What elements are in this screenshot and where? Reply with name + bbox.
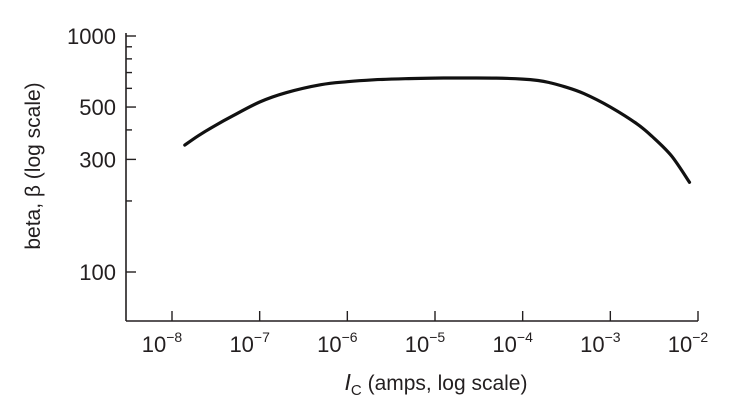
x-axis-ticks: 10−8 10−7 10−6 10−5 10−4 10−3 10−2 xyxy=(142,311,709,357)
x-tick-label-base-1: 10 xyxy=(229,332,253,357)
x-tick-label-1: 10−7 xyxy=(229,329,270,357)
x-tick-label-base-4: 10 xyxy=(492,332,516,357)
y-tick-label-1: 500 xyxy=(79,95,116,120)
x-tick-label-base-0: 10 xyxy=(142,332,166,357)
x-tick-label-exponent-3: −5 xyxy=(429,329,445,345)
y-axis-ticks: 1000 500 300 100 xyxy=(67,24,136,285)
y-tick-label-3: 100 xyxy=(79,260,116,285)
x-tick-label-0: 10−8 xyxy=(142,329,183,357)
x-tick-label-4: 10−4 xyxy=(492,329,533,357)
x-axis-title-subscript: C xyxy=(351,382,362,399)
x-tick-label-5: 10−3 xyxy=(580,329,621,357)
x-tick-label-exponent-4: −4 xyxy=(517,329,533,345)
y-tick-label-2: 300 xyxy=(79,147,116,172)
x-tick-label-6: 10−2 xyxy=(668,329,709,357)
x-tick-label-base-6: 10 xyxy=(668,332,692,357)
x-axis-title: IC (amps, log scale) xyxy=(345,369,528,399)
x-tick-label-exponent-6: −2 xyxy=(692,329,708,345)
x-tick-label-exponent-0: −8 xyxy=(166,329,182,345)
x-tick-label-exponent-2: −6 xyxy=(342,329,358,345)
x-tick-label-2: 10−6 xyxy=(317,329,358,357)
x-tick-label-exponent-5: −3 xyxy=(605,329,621,345)
y-axis-title: beta, β (log scale) xyxy=(22,82,45,249)
x-tick-label-base-2: 10 xyxy=(317,332,341,357)
x-tick-label-3: 10−5 xyxy=(405,329,446,357)
y-tick-label-0: 1000 xyxy=(67,24,116,49)
x-tick-label-base-3: 10 xyxy=(405,332,429,357)
x-axis-title-symbol: I xyxy=(345,369,352,395)
x-axis-title-rest: (amps, log scale) xyxy=(362,372,528,395)
beta-curve xyxy=(183,76,692,184)
x-tick-label-exponent-1: −7 xyxy=(254,329,270,345)
x-tick-label-base-5: 10 xyxy=(580,332,604,357)
